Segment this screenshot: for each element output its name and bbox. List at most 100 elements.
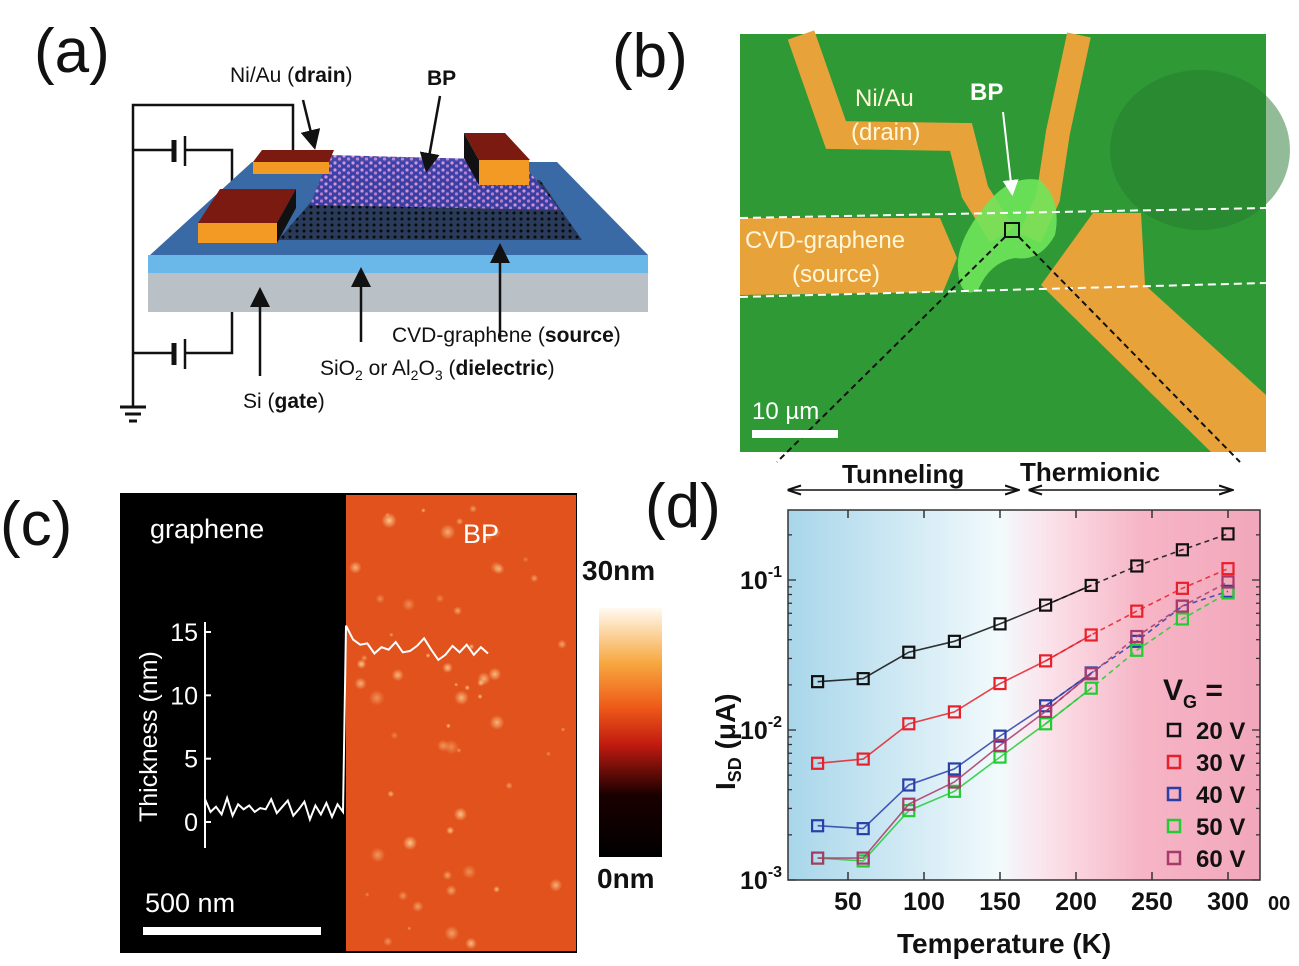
x-axis-label: Temperature (K) — [897, 928, 1111, 959]
thermionic-label: Thermionic — [1020, 457, 1160, 487]
data-point — [810, 819, 825, 833]
panel-b-optical-image: (b) Ni/Au (drain) BP CVD-graphene (sourc… — [612, 22, 1290, 463]
plot-area — [787, 509, 1261, 881]
data-point — [1038, 654, 1053, 668]
drain-label: Ni/Au (drain) — [230, 64, 353, 87]
panel-a-tag: (a) — [34, 17, 110, 86]
afm-grain — [402, 835, 418, 851]
afm-grain — [462, 864, 477, 879]
afm-grain — [530, 574, 539, 583]
dielectric-layer — [148, 255, 648, 273]
afm-grain — [407, 926, 412, 931]
panel-d-tag: (d) — [645, 472, 721, 541]
label-arrows — [250, 95, 510, 376]
afm-grain — [444, 925, 460, 941]
data-point — [1084, 578, 1098, 593]
gate-label: Si (gate) — [243, 390, 325, 413]
tunneling-label: Tunneling — [842, 459, 964, 489]
data-point — [1130, 604, 1144, 618]
data-point — [993, 738, 1007, 752]
circuit-wires — [131, 103, 295, 406]
profile-tick-label: 0 — [184, 809, 198, 837]
panel-c-afm-image: (c) graphene BP 500 nm 0 5 10 15 Thickness … — [0, 490, 662, 953]
afm-grain — [421, 508, 426, 513]
afm-grain — [493, 885, 500, 893]
afm-grain — [446, 826, 455, 835]
panel-c-tag: (c) — [0, 490, 72, 559]
afm-grain — [402, 598, 416, 611]
electrode-right — [464, 133, 530, 185]
data-point — [993, 729, 1007, 743]
bp-label: BP — [463, 519, 499, 549]
afm-grain — [464, 684, 470, 691]
afm-grain — [445, 723, 451, 729]
legend-title: VG = — [1163, 674, 1223, 712]
data-point — [1084, 628, 1098, 642]
source-electrode — [740, 218, 957, 295]
data-point — [1130, 559, 1144, 573]
x-tick-label: 150 — [979, 888, 1021, 916]
zoom-line-right — [1018, 236, 1241, 463]
panel-a-device-schematic: (a) — [34, 17, 648, 423]
x-tick-label: 200 — [1055, 888, 1097, 916]
afm-grain — [454, 690, 469, 706]
y-tick-label: 10-1 — [740, 564, 782, 595]
data-point — [1038, 598, 1053, 612]
profile-ylabel: Thickness (nm) — [135, 651, 163, 822]
y-tick-label: 10-3 — [740, 864, 782, 895]
afm-grain — [356, 659, 367, 669]
dashed-boundary-bottom — [739, 282, 1267, 298]
fit-line-thermionic — [1045, 567, 1229, 662]
scale-bar — [752, 430, 838, 438]
afm-grain — [443, 739, 459, 755]
scale-bar-label: 500 nm — [145, 888, 235, 918]
drain-label-2: (drain) — [851, 119, 920, 146]
afm-grain — [412, 900, 424, 913]
data-point — [1221, 562, 1235, 576]
afm-grain — [389, 632, 394, 637]
data-point — [1038, 717, 1053, 731]
data-point — [902, 645, 916, 659]
afm-grain — [557, 639, 567, 649]
panel-d-chart: (d) Tunneling Thermionic 50 100 150 200 250 3… — [645, 457, 1290, 959]
afm-grain — [354, 677, 367, 690]
data-point — [1221, 575, 1235, 589]
data-point — [810, 756, 825, 770]
data-point — [810, 675, 825, 689]
data-point — [993, 617, 1007, 631]
legend-label: 60 V — [1196, 846, 1245, 873]
colorbar — [599, 608, 662, 857]
afm-grain — [398, 891, 408, 901]
afm-grain — [455, 517, 464, 526]
afm-grain — [442, 870, 453, 880]
stray-tick-text: 00 — [1268, 893, 1290, 915]
data-point — [1175, 612, 1190, 626]
data-point — [947, 762, 962, 776]
fit-line-thermionic — [1045, 581, 1229, 713]
data-point — [1038, 704, 1053, 719]
thickness-profile-line — [204, 625, 489, 823]
bp-region — [346, 495, 576, 951]
afm-grain — [489, 715, 505, 730]
y-axis-label: ISD (μA) — [710, 693, 745, 790]
data-point — [1084, 681, 1098, 695]
afm-grain — [442, 662, 453, 673]
source-label-2: (source) — [792, 261, 880, 288]
data-point — [1175, 599, 1190, 613]
panel-b-tag: (b) — [612, 22, 688, 91]
legend-marker — [1166, 786, 1182, 802]
zoom-line-left — [776, 236, 1006, 463]
fit-line-thermionic — [1045, 592, 1229, 725]
profile-tick-label: 15 — [170, 619, 198, 647]
x-tick-label: 100 — [903, 888, 945, 916]
data-point — [947, 775, 962, 789]
x-tick-label: 50 — [834, 888, 862, 916]
y-tick-label: 10-2 — [740, 714, 782, 745]
ground-icon — [120, 405, 146, 423]
legend-marker — [1166, 754, 1182, 770]
data-point — [810, 851, 825, 865]
afm-grain — [370, 847, 386, 863]
bp-flake — [957, 179, 1057, 293]
afm-grain — [453, 606, 463, 616]
